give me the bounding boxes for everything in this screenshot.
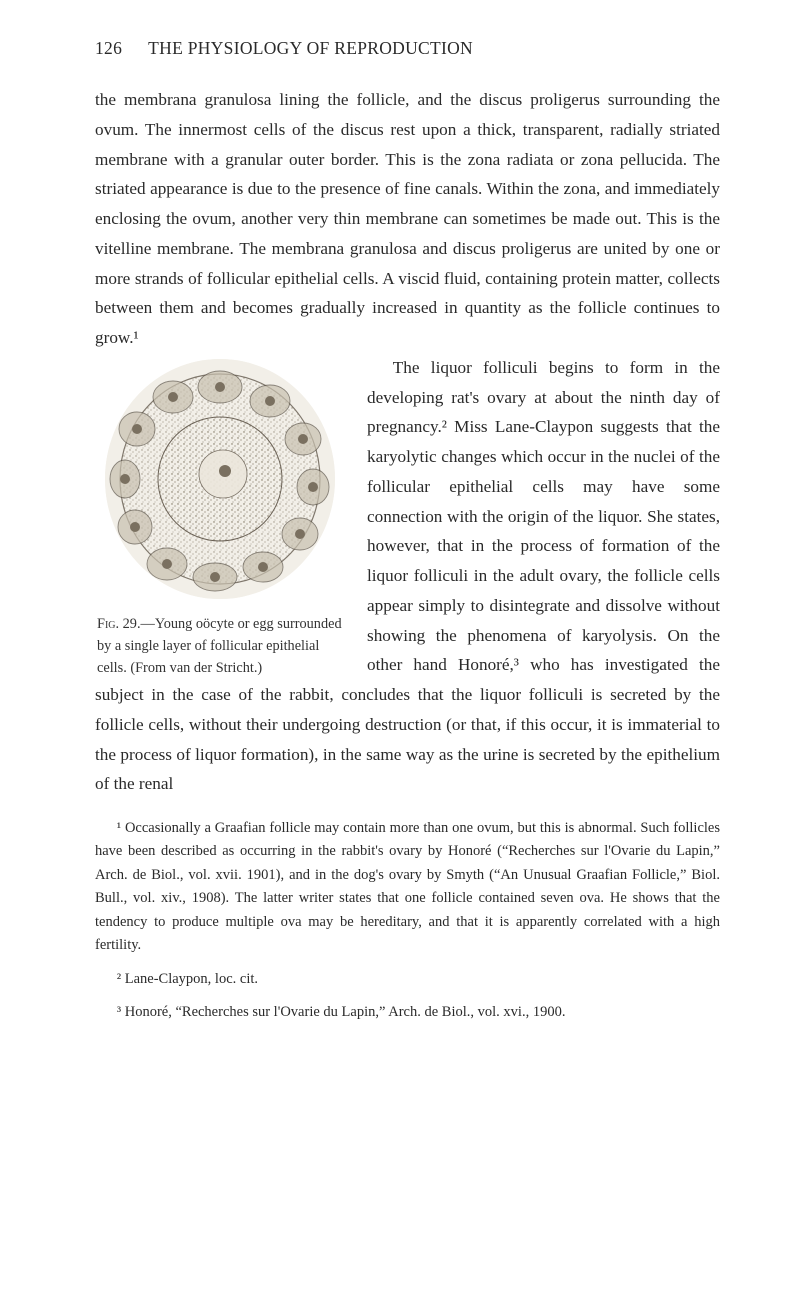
figure-caption-lead: Fig. 29.: [97, 616, 141, 632]
figure-29-caption: Fig. 29.—Young oöcyte or egg surrounded …: [95, 613, 345, 679]
running-header: 126 THE PHYSIOLOGY OF REPRODUCTION: [95, 38, 720, 59]
footnote-3: ³ Honoré, “Recherches sur l'Ovarie du La…: [95, 1001, 720, 1024]
footnote-1: ¹ Occasionally a Graafian follicle may c…: [95, 817, 720, 958]
running-title: THE PHYSIOLOGY OF REPRODUCTION: [148, 38, 473, 59]
footnote-2: ² Lane-Claypon, loc. cit.: [95, 968, 720, 991]
body-paragraph-1: the membrana granulosa lining the follic…: [95, 85, 720, 353]
footnotes: ¹ Occasionally a Graafian follicle may c…: [95, 817, 720, 1025]
figure-29: Fig. 29.—Young oöcyte or egg surrounded …: [95, 359, 345, 679]
page-number: 126: [95, 38, 122, 59]
figure-29-image: [105, 359, 335, 599]
